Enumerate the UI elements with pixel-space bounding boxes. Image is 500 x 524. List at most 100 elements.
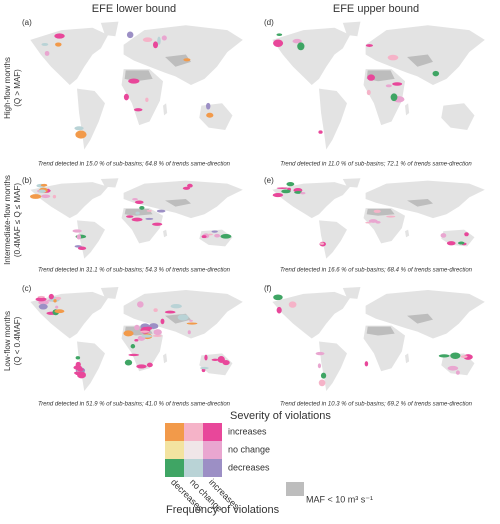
row-label: (0.4MAF ≤ Q ≤ MAF) — [13, 183, 22, 257]
basin-patch — [134, 200, 144, 204]
panel-caption: Trend detected in 16.6 % of sub-basins; … — [280, 268, 473, 274]
basin-patch — [131, 217, 143, 222]
basin-patch — [297, 42, 305, 51]
basin-patch — [146, 209, 152, 212]
panel-label: (a) — [22, 18, 32, 27]
basin-patch — [55, 296, 62, 300]
basin-patch — [123, 330, 134, 337]
frequency-axis-label: Frequency of violations — [166, 504, 280, 516]
basin-patch — [201, 235, 207, 239]
panel-caption: Trend detected in 31.1 % of sub-basins; … — [38, 268, 231, 274]
basin-patch — [211, 358, 219, 361]
basin-patch — [73, 365, 83, 370]
basin-patch — [123, 93, 129, 101]
legend-cell — [165, 423, 184, 441]
basin-patch — [447, 365, 459, 371]
map — [272, 22, 484, 150]
basin-patch — [318, 379, 326, 387]
panel-label: (b) — [22, 176, 32, 185]
map — [272, 178, 484, 258]
basin-patch — [440, 233, 447, 238]
basin-patch — [273, 39, 284, 48]
basin-patch — [72, 229, 82, 233]
basin-patch — [141, 334, 153, 338]
basin-patch — [73, 371, 85, 375]
map — [29, 178, 243, 258]
basin-patch — [320, 372, 327, 379]
panel-caption: Trend detected in 15.0 % of sub-basins; … — [38, 162, 231, 168]
row-label: (Q < 0.4MAF) — [13, 316, 22, 365]
basin-patch — [276, 306, 282, 314]
basin-patch — [38, 303, 48, 310]
basin-patch — [446, 241, 456, 246]
legend-cell — [203, 423, 222, 441]
basin-patch — [292, 38, 302, 44]
row-label: Intermediate-flow months — [3, 175, 12, 265]
legend-cell — [203, 441, 222, 459]
world-land — [272, 178, 484, 258]
legend-cell — [165, 441, 184, 459]
panel-caption: Trend detected in 10.3 % of sub-basins; … — [280, 402, 473, 408]
basin-patch — [387, 54, 399, 61]
basin-patch — [41, 42, 49, 46]
basin-patch — [317, 363, 322, 369]
basin-patch — [41, 194, 51, 199]
basin-patch — [273, 294, 283, 301]
basin-patch — [164, 310, 176, 314]
panel-label: (f) — [264, 284, 272, 293]
basin-patch — [206, 102, 211, 110]
basin-patch — [189, 319, 193, 322]
basin-patch — [318, 130, 323, 134]
basin-patch — [145, 97, 149, 102]
basin-patch — [214, 233, 221, 238]
legend-cell — [203, 459, 222, 477]
basin-patch — [74, 126, 84, 131]
basin-patch — [44, 50, 50, 56]
basin-patch — [134, 324, 140, 331]
basin-patch — [53, 299, 57, 303]
basin-patch — [464, 232, 469, 237]
basin-patch — [217, 356, 225, 363]
basin-patch — [373, 209, 381, 213]
legend-cell — [184, 423, 203, 441]
basin-patch — [385, 84, 392, 88]
basin-patch — [153, 329, 162, 336]
legend-cell — [165, 459, 184, 477]
basin-patch — [133, 108, 143, 112]
basin-patch — [455, 370, 460, 375]
basin-patch — [160, 318, 165, 325]
basin-patch — [187, 183, 193, 188]
map — [30, 287, 242, 391]
legend-cell — [184, 459, 203, 477]
basin-patch — [390, 93, 398, 102]
basin-patch — [276, 33, 283, 37]
basin-patch — [145, 217, 154, 220]
basin-patch — [75, 130, 87, 139]
basin-patch — [187, 330, 191, 335]
basin-patch — [29, 194, 42, 199]
basin-patch — [392, 82, 403, 86]
basin-patch — [52, 194, 57, 199]
basin-patch — [288, 301, 297, 308]
basin-patch — [365, 44, 373, 47]
basin-patch — [319, 242, 324, 245]
basin-patch — [128, 78, 140, 84]
basin-patch — [432, 70, 440, 77]
basin-patch — [220, 234, 232, 239]
basin-patch — [142, 37, 153, 43]
basin-patch — [140, 330, 150, 333]
basin-patch — [368, 219, 378, 223]
basin-patch — [156, 209, 166, 213]
basin-patch — [365, 221, 371, 224]
basin-patch — [315, 351, 325, 356]
basin-patch — [55, 42, 62, 47]
panel-caption: Trend detected in 11.0 % of sub-basins; … — [280, 162, 472, 168]
basin-patch — [170, 304, 182, 309]
basin-patch — [200, 366, 209, 370]
basin-patch — [37, 295, 45, 298]
basin-patch — [124, 359, 133, 366]
basin-patch — [75, 356, 81, 360]
basin-patch — [55, 305, 59, 309]
basin-patch — [460, 355, 468, 358]
basin-patch — [40, 183, 48, 187]
